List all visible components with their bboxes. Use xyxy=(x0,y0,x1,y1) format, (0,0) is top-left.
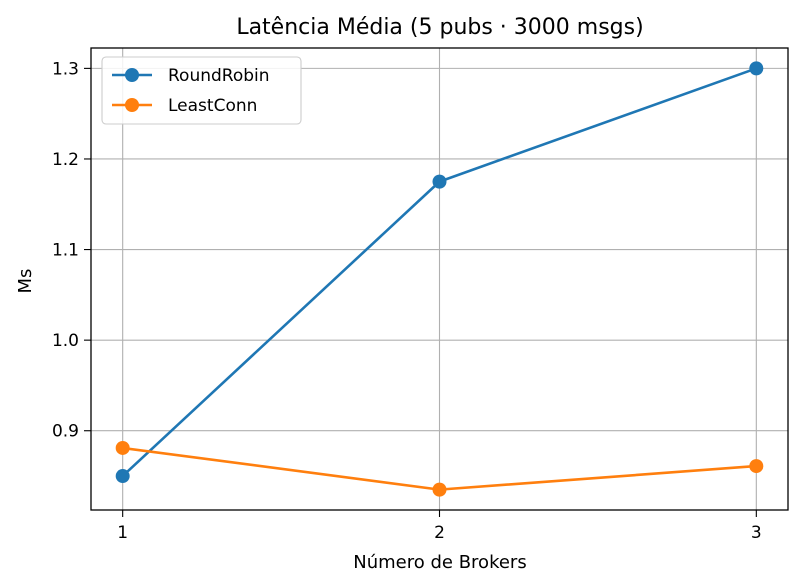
y-tick-label: 1.3 xyxy=(52,59,79,79)
y-tick-label: 1.0 xyxy=(52,331,79,351)
data-point-leastconn xyxy=(115,440,130,455)
y-tick-label: 1.1 xyxy=(52,241,79,261)
legend-swatch-marker-roundrobin xyxy=(125,68,139,82)
y-tick-label: 0.9 xyxy=(52,422,79,442)
plot-frame xyxy=(90,47,789,511)
x-tick-label: 3 xyxy=(751,523,762,543)
y-tick-label: 1.2 xyxy=(52,150,79,170)
legend-label-leastconn: LeastConn xyxy=(168,96,257,116)
legend-swatch-marker-leastconn xyxy=(125,98,139,112)
data-point-roundrobin xyxy=(115,469,130,484)
legend-label-roundrobin: RoundRobin xyxy=(168,66,270,86)
x-axis-label: Número de Brokers xyxy=(353,552,526,573)
data-point-roundrobin xyxy=(432,174,447,189)
data-series xyxy=(115,61,764,497)
x-tick-label: 1 xyxy=(117,523,128,543)
grid xyxy=(91,48,788,510)
axis-ticks: 1 2 3 0.9 1.0 1.1 1.2 1.3 xyxy=(52,59,762,543)
data-point-leastconn xyxy=(432,482,447,497)
y-axis-label: Ms xyxy=(15,269,36,294)
x-tick-label: 2 xyxy=(434,523,445,543)
chart-title: Latência Média (5 pubs · 3000 msgs) xyxy=(236,15,643,40)
data-point-leastconn xyxy=(749,459,764,474)
legend: RoundRobin LeastConn xyxy=(101,56,302,125)
data-point-roundrobin xyxy=(749,61,764,76)
